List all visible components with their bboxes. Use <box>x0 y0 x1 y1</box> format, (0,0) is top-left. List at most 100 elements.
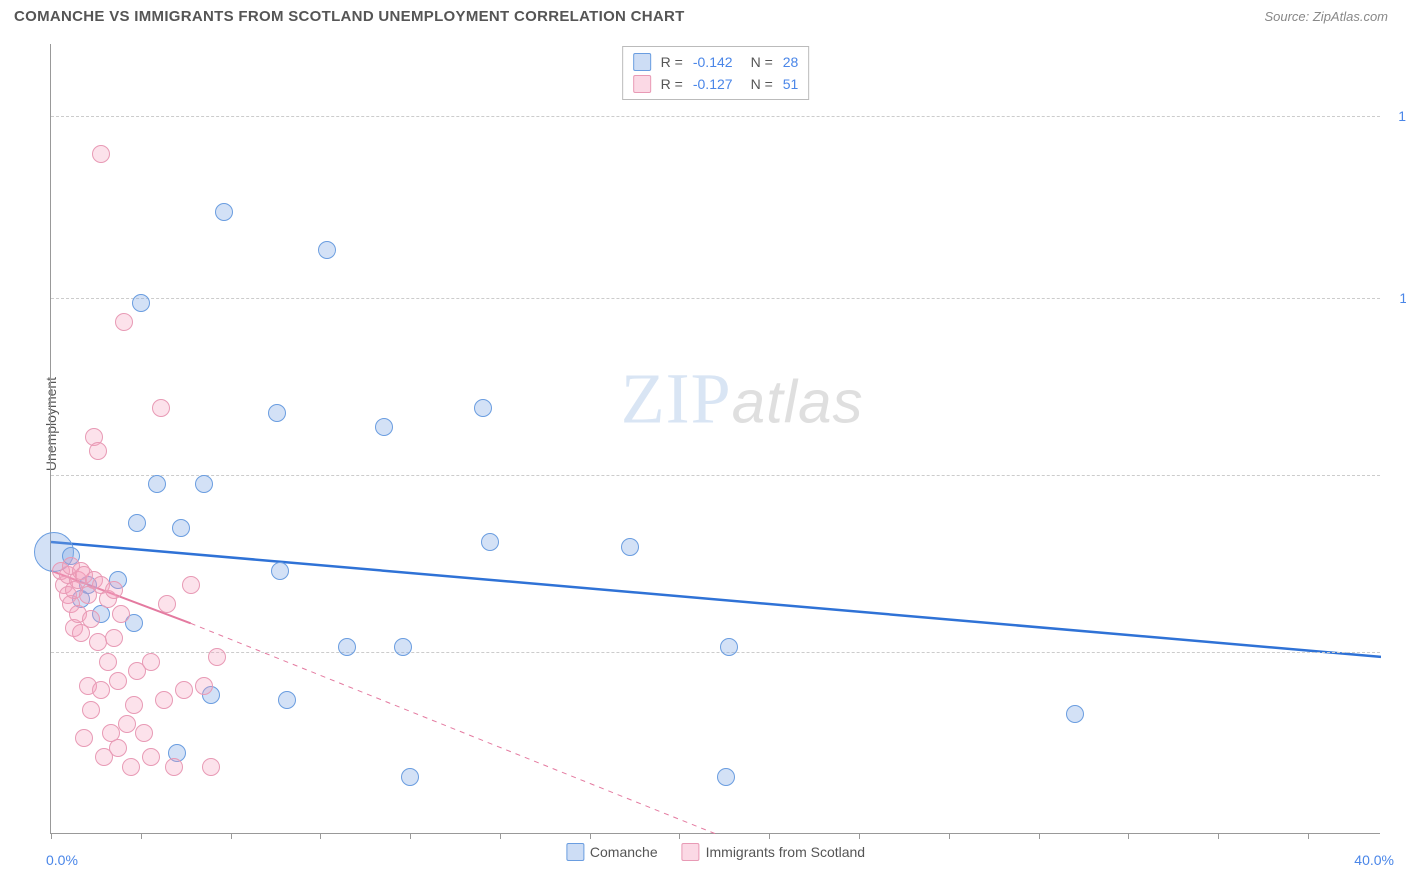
data-point <box>278 691 296 709</box>
legend-item-1: Immigrants from Scotland <box>682 843 866 861</box>
data-point <box>122 758 140 776</box>
data-point <box>195 677 213 695</box>
y-tick-label: 11.2% <box>1399 290 1406 306</box>
data-point <box>720 638 738 656</box>
legend-series: Comanche Immigrants from Scotland <box>566 843 865 861</box>
gridline <box>51 298 1380 299</box>
data-point <box>215 203 233 221</box>
data-point <box>182 576 200 594</box>
x-tick <box>231 833 232 839</box>
swatch-pink-icon <box>633 75 651 93</box>
data-point <box>118 715 136 733</box>
chart-area: Unemployment ZIPatlas R = -0.142 N = 28 … <box>14 36 1392 876</box>
data-point <box>89 442 107 460</box>
data-point <box>1066 705 1084 723</box>
r-value-0: -0.142 <box>693 51 733 73</box>
x-tick <box>1308 833 1309 839</box>
legend-item-0: Comanche <box>566 843 658 861</box>
r-value-1: -0.127 <box>693 73 733 95</box>
x-tick <box>1128 833 1129 839</box>
watermark-atlas: atlas <box>732 369 864 436</box>
data-point <box>142 653 160 671</box>
n-value-0: 28 <box>783 51 799 73</box>
data-point <box>132 294 150 312</box>
data-point <box>99 653 117 671</box>
data-point <box>109 672 127 690</box>
data-point <box>82 610 100 628</box>
x-tick <box>949 833 950 839</box>
x-tick <box>859 833 860 839</box>
data-point <box>474 399 492 417</box>
n-value-1: 51 <box>783 73 799 95</box>
data-point <box>125 696 143 714</box>
data-point <box>338 638 356 656</box>
data-point <box>717 768 735 786</box>
swatch-blue-icon <box>566 843 584 861</box>
data-point <box>135 724 153 742</box>
data-point <box>82 701 100 719</box>
gridline <box>51 475 1380 476</box>
data-point <box>394 638 412 656</box>
swatch-blue-icon <box>633 53 651 71</box>
x-tick <box>51 833 52 839</box>
data-point <box>401 768 419 786</box>
data-point <box>268 404 286 422</box>
gridline <box>51 652 1380 653</box>
x-tick <box>1218 833 1219 839</box>
data-point <box>175 681 193 699</box>
legend-label-0: Comanche <box>590 844 658 860</box>
data-point <box>115 313 133 331</box>
data-point <box>152 399 170 417</box>
x-tick <box>141 833 142 839</box>
swatch-pink-icon <box>682 843 700 861</box>
x-tick <box>679 833 680 839</box>
data-point <box>375 418 393 436</box>
legend-row-pink: R = -0.127 N = 51 <box>633 73 799 95</box>
watermark: ZIPatlas <box>621 358 864 441</box>
data-point <box>109 739 127 757</box>
chart-title: COMANCHE VS IMMIGRANTS FROM SCOTLAND UNE… <box>14 8 685 25</box>
data-point <box>208 648 226 666</box>
r-label-0: R = <box>661 51 683 73</box>
chart-header: COMANCHE VS IMMIGRANTS FROM SCOTLAND UNE… <box>0 0 1406 35</box>
x-tick <box>500 833 501 839</box>
x-tick <box>320 833 321 839</box>
gridline <box>51 116 1380 117</box>
data-point <box>105 581 123 599</box>
data-point <box>481 533 499 551</box>
data-point <box>92 145 110 163</box>
data-point <box>112 605 130 623</box>
data-point <box>621 538 639 556</box>
x-start-label: 0.0% <box>46 852 78 868</box>
plot-region: ZIPatlas R = -0.142 N = 28 R = -0.127 N … <box>50 44 1380 834</box>
x-tick <box>410 833 411 839</box>
data-point <box>128 514 146 532</box>
data-point <box>155 691 173 709</box>
data-point <box>142 748 160 766</box>
x-end-label: 40.0% <box>1354 852 1394 868</box>
x-tick <box>1039 833 1040 839</box>
data-point <box>75 729 93 747</box>
data-point <box>148 475 166 493</box>
x-tick <box>590 833 591 839</box>
legend-row-blue: R = -0.142 N = 28 <box>633 51 799 73</box>
data-point <box>158 595 176 613</box>
n-label-0: N = <box>751 51 773 73</box>
data-point <box>172 519 190 537</box>
data-point <box>92 681 110 699</box>
r-label-1: R = <box>661 73 683 95</box>
chart-source: Source: ZipAtlas.com <box>1264 9 1388 24</box>
legend-correlation: R = -0.142 N = 28 R = -0.127 N = 51 <box>622 46 810 100</box>
legend-label-1: Immigrants from Scotland <box>706 844 866 860</box>
data-point <box>195 475 213 493</box>
data-point <box>105 629 123 647</box>
data-point <box>318 241 336 259</box>
n-label-1: N = <box>751 73 773 95</box>
watermark-zip: ZIP <box>621 359 732 439</box>
y-tick-label: 15.0% <box>1398 108 1406 124</box>
data-point <box>165 758 183 776</box>
data-point <box>271 562 289 580</box>
x-tick <box>769 833 770 839</box>
data-point <box>202 758 220 776</box>
data-point <box>89 633 107 651</box>
